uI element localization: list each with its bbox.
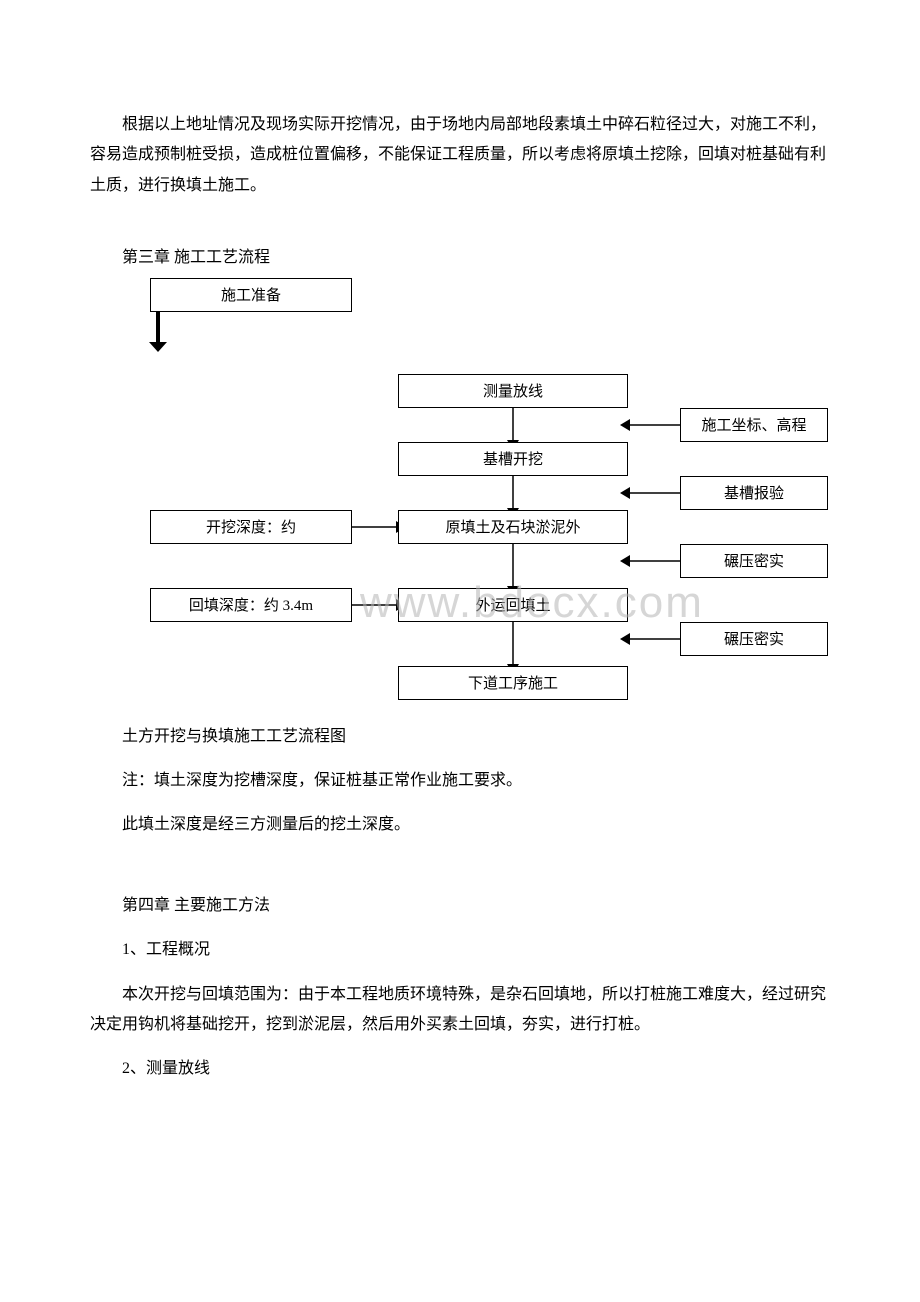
flowchart-note-2: 此填土深度是经三方测量后的挖土深度。 [90, 810, 830, 840]
arrow-left-icon [620, 486, 680, 500]
arrow-left-icon [620, 554, 680, 568]
flow-box-compact2: 碾压密实 [680, 622, 828, 656]
flow-box-remove: 原填土及石块淤泥外 [398, 510, 628, 544]
flowchart-caption: 土方开挖与换填施工工艺流程图 [90, 722, 830, 752]
arrow-down-icon [149, 312, 167, 352]
chapter-3-title: 第三章 施工工艺流程 [90, 243, 830, 273]
flow-box-refill: 外运回填土 [398, 588, 628, 622]
flow-box-coord: 施工坐标、高程 [680, 408, 828, 442]
flow-box-trench: 基槽开挖 [398, 442, 628, 476]
flow-box-depth: 开挖深度：约 [150, 510, 352, 544]
flow-box-prep: 施工准备 [150, 278, 352, 312]
intro-paragraph: 根据以上地址情况及现场实际开挖情况，由于场地内局部地段素填土中碎石粒径过大，对施… [90, 110, 830, 201]
section-4-1-title: 1、工程概况 [90, 935, 830, 965]
arrow-left-icon [620, 632, 680, 646]
flowchart-note-1: 注：填土深度为挖槽深度，保证桩基正常作业施工要求。 [90, 766, 830, 796]
chapter-4-title: 第四章 主要施工方法 [90, 891, 830, 921]
flow-box-compact1: 碾压密实 [680, 544, 828, 578]
flowchart-container: www.bdocx.com 施工准备测量放线施工坐标、高程基槽开挖基槽报验开挖深… [90, 278, 830, 708]
arrow-left-icon [620, 418, 680, 432]
flow-box-refillD: 回填深度：约 3.4m [150, 588, 352, 622]
section-4-2-title: 2、测量放线 [90, 1054, 830, 1084]
flow-box-inspect: 基槽报验 [680, 476, 828, 510]
flow-box-next: 下道工序施工 [398, 666, 628, 700]
section-4-1-body: 本次开挖与回填范围为：由于本工程地质环境特殊，是杂石回填地，所以打桩施工难度大，… [90, 980, 830, 1041]
flow-box-survey: 测量放线 [398, 374, 628, 408]
